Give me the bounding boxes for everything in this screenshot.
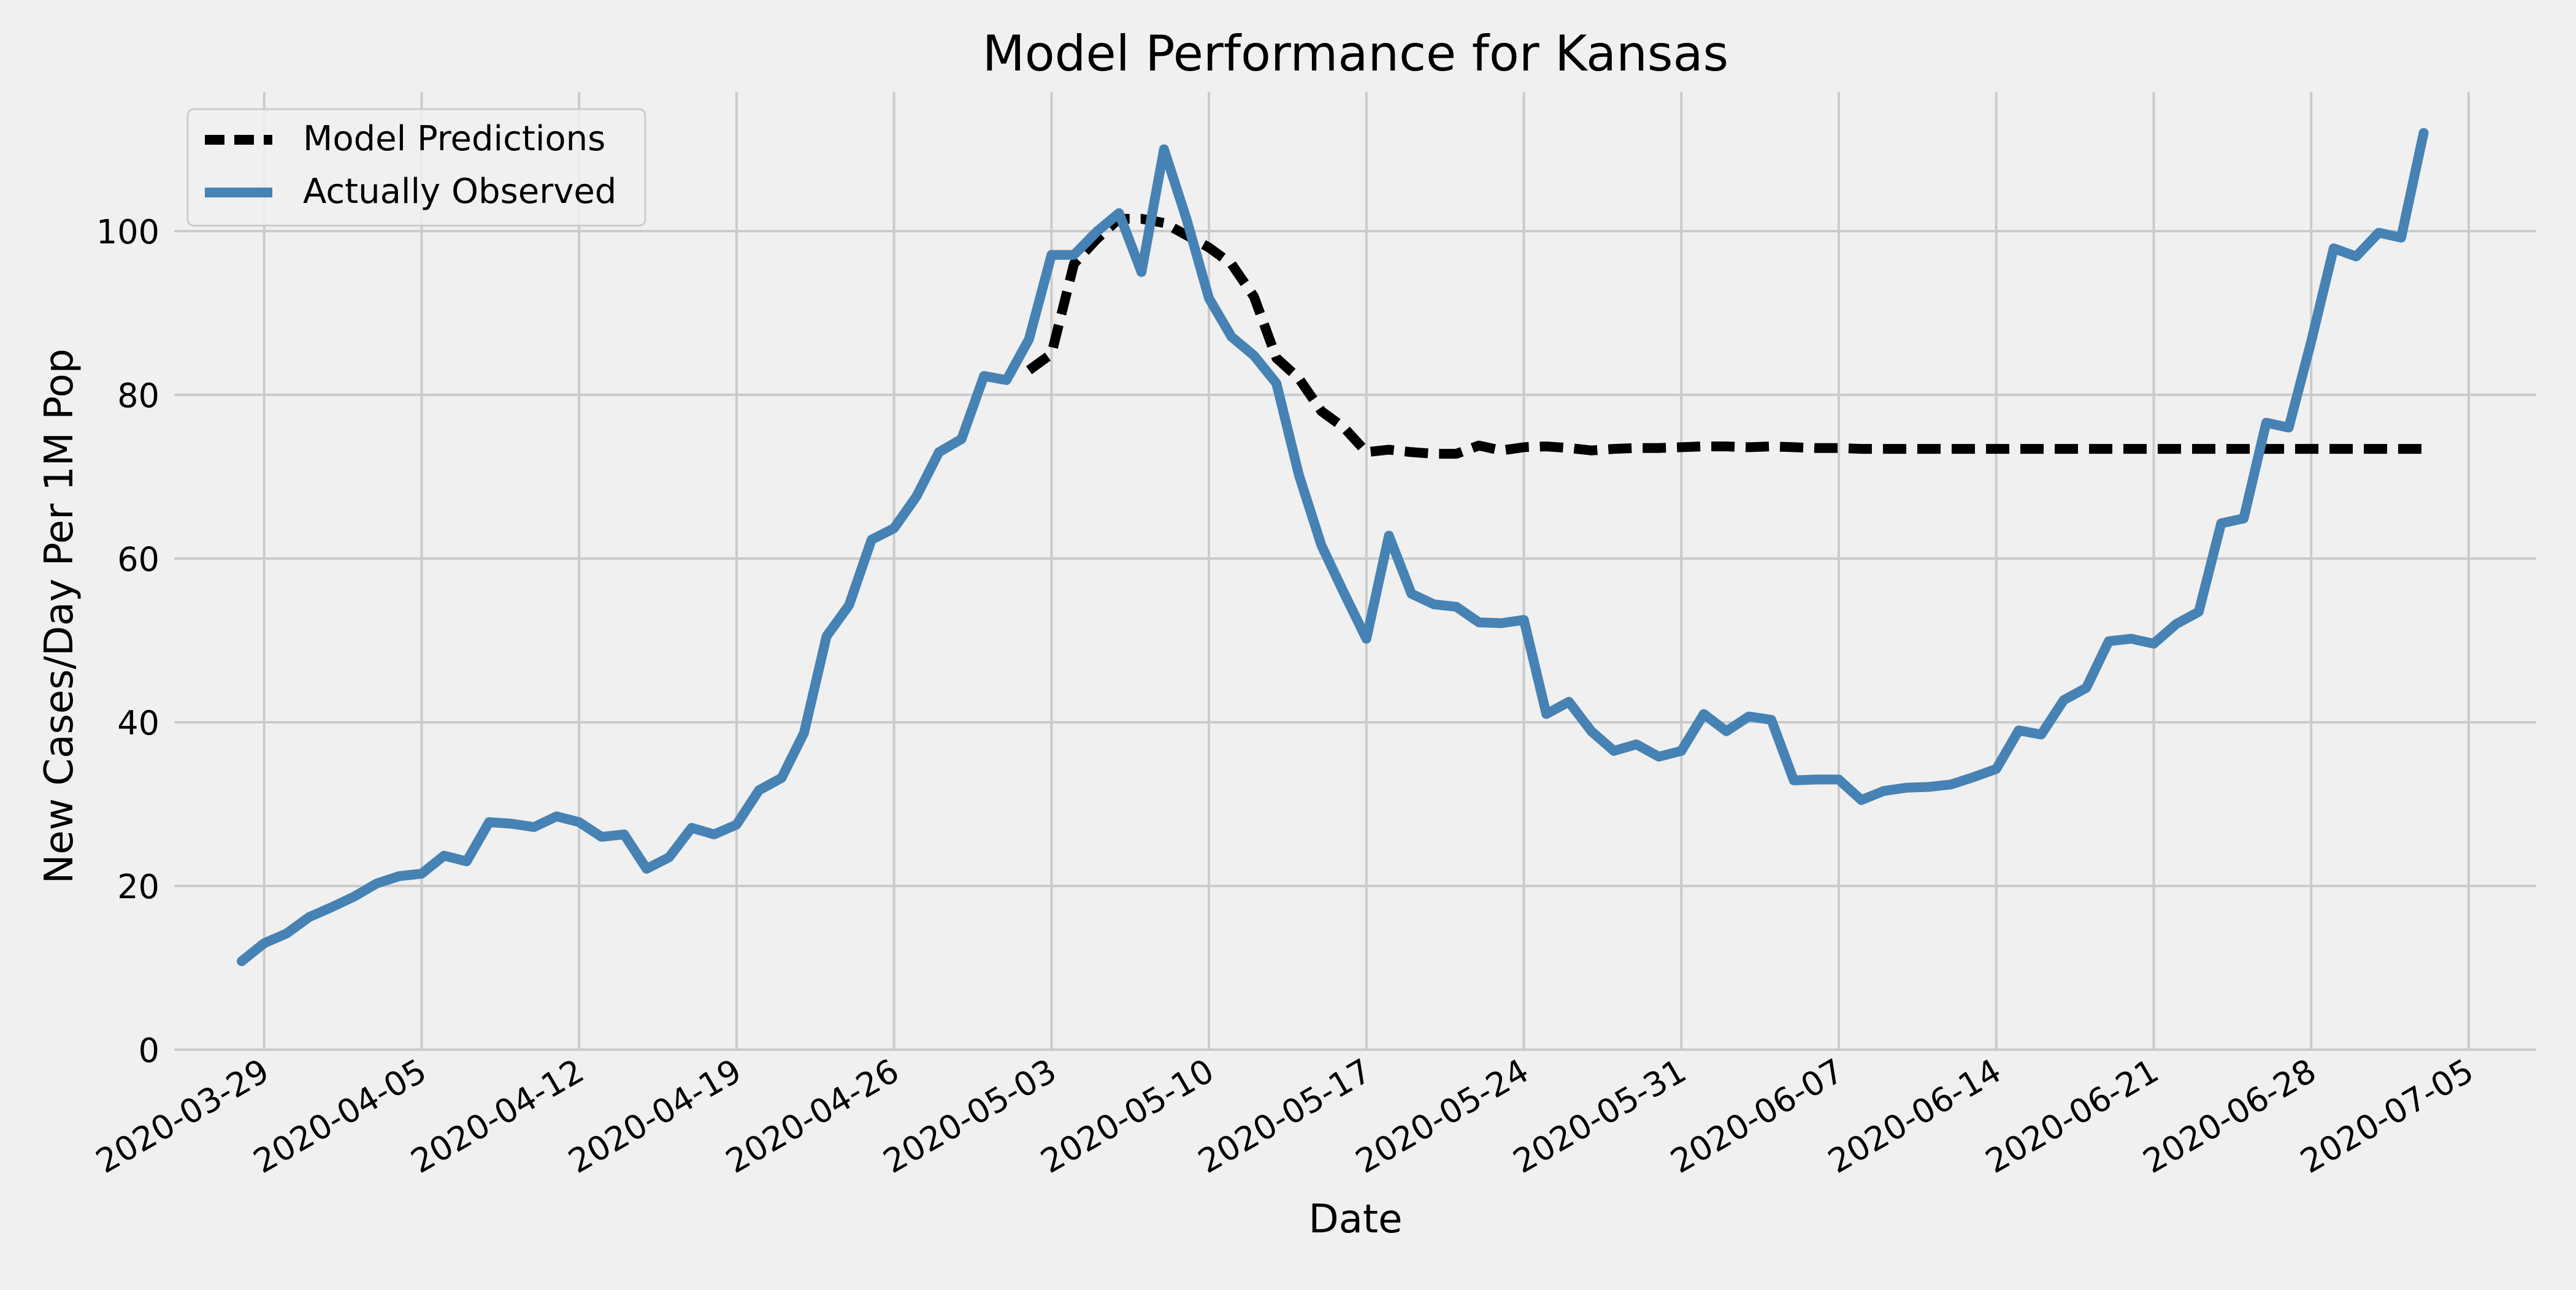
series-lines — [237, 128, 2429, 966]
y-tick-label: 60 — [117, 540, 159, 579]
legend: Model Predictions Actually Observed — [186, 108, 646, 227]
y-tick-label: 40 — [117, 704, 159, 742]
y-tick-label: 80 — [117, 376, 159, 415]
series-line-actually-observed — [237, 128, 2429, 966]
grid-lines — [174, 92, 2536, 1051]
series-line-model-predictions — [1025, 213, 2424, 459]
legend-label-actually-observed: Actually Observed — [303, 172, 616, 212]
legend-label-model-predictions: Model Predictions — [303, 119, 605, 159]
chart-title: Model Performance for Kansas — [983, 25, 1729, 82]
y-tick-label: 20 — [117, 868, 159, 906]
x-axis-label: Date — [1309, 1197, 1403, 1242]
y-tick-label: 100 — [96, 213, 159, 251]
y-tick-label: 0 — [139, 1031, 159, 1070]
y-axis-ticks: 0 20 40 60 80 100 — [96, 213, 159, 1070]
legend-box — [186, 108, 646, 227]
y-axis-label: New Cases/Day Per 1M Pop — [37, 349, 82, 884]
